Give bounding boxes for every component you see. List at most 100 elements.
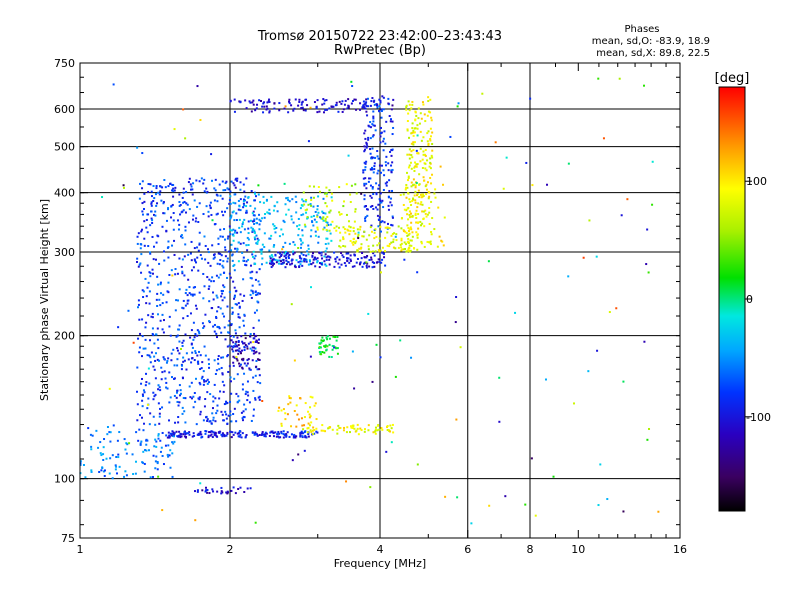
data-point <box>152 199 155 202</box>
data-point <box>219 390 222 393</box>
data-point <box>440 239 443 242</box>
data-point <box>273 107 276 110</box>
data-point <box>383 174 386 177</box>
data-point <box>147 397 150 400</box>
data-point <box>251 253 254 256</box>
data-point <box>254 431 257 434</box>
data-point <box>369 177 372 180</box>
data-point <box>424 212 427 215</box>
data-point <box>420 240 423 243</box>
data-point <box>270 261 273 264</box>
data-point <box>197 269 200 272</box>
data-point <box>371 123 374 126</box>
data-point <box>213 323 216 326</box>
data-point <box>226 355 229 358</box>
data-point <box>419 130 422 133</box>
data-point <box>312 205 315 208</box>
data-point <box>264 435 267 438</box>
data-point <box>379 230 382 233</box>
data-point <box>229 228 232 231</box>
data-point <box>424 153 427 156</box>
data-point <box>125 442 128 445</box>
data-point <box>369 168 372 171</box>
data-point <box>181 364 184 367</box>
data-point <box>346 260 349 263</box>
data-point <box>411 100 414 103</box>
data-point <box>179 392 182 395</box>
data-point <box>216 200 219 203</box>
data-point <box>184 433 187 436</box>
data-point <box>222 260 225 263</box>
data-point <box>544 378 547 381</box>
data-point <box>408 244 411 247</box>
data-point <box>211 407 214 410</box>
data-point <box>324 263 327 266</box>
data-point <box>252 103 255 106</box>
data-point <box>252 408 255 411</box>
data-point <box>309 203 312 206</box>
data-point <box>408 232 411 235</box>
data-point <box>255 359 258 362</box>
data-point <box>258 352 261 355</box>
data-point <box>220 331 223 334</box>
data-point <box>194 352 197 355</box>
data-point <box>246 249 249 252</box>
data-point <box>127 309 130 312</box>
data-point <box>229 190 232 193</box>
data-point <box>313 404 316 407</box>
data-point <box>330 196 333 199</box>
data-point <box>173 239 176 242</box>
data-point <box>245 264 248 267</box>
data-point <box>381 428 384 431</box>
data-point <box>219 228 222 231</box>
data-point <box>143 237 146 240</box>
data-point <box>363 132 366 135</box>
data-point <box>367 138 370 141</box>
data-point <box>211 219 214 222</box>
data-point <box>415 163 418 166</box>
data-point <box>182 191 185 194</box>
data-point <box>242 200 245 203</box>
data-point <box>252 99 255 102</box>
data-point <box>304 434 307 437</box>
data-point <box>288 98 291 101</box>
data-point <box>301 424 304 427</box>
data-point <box>643 84 646 87</box>
data-point <box>212 400 215 403</box>
data-point <box>457 102 460 105</box>
data-point <box>277 430 280 433</box>
data-point <box>421 222 424 225</box>
data-point <box>156 462 159 465</box>
data-point <box>258 218 261 221</box>
data-point <box>391 161 394 164</box>
data-point <box>225 180 228 183</box>
data-point <box>307 253 310 256</box>
data-point <box>204 354 207 357</box>
data-point <box>182 209 185 212</box>
data-point <box>144 326 147 329</box>
data-point <box>175 335 178 338</box>
data-point <box>567 162 570 165</box>
data-point <box>401 217 404 220</box>
data-point <box>258 268 261 271</box>
data-point <box>241 383 244 386</box>
data-point <box>177 404 180 407</box>
data-point <box>386 425 389 428</box>
y-tick-label: 200 <box>54 330 75 343</box>
data-point <box>430 233 433 236</box>
data-point <box>416 248 419 251</box>
data-point <box>361 251 364 254</box>
data-point <box>364 205 367 208</box>
data-point <box>235 340 238 343</box>
data-point <box>371 380 374 383</box>
data-point <box>200 433 203 436</box>
data-point <box>155 352 158 355</box>
data-point <box>101 467 104 470</box>
data-point <box>228 331 231 334</box>
data-point <box>181 344 184 347</box>
data-point <box>251 255 254 258</box>
data-point <box>257 280 260 283</box>
data-point <box>222 214 225 217</box>
data-point <box>139 332 142 335</box>
data-point <box>232 210 235 213</box>
